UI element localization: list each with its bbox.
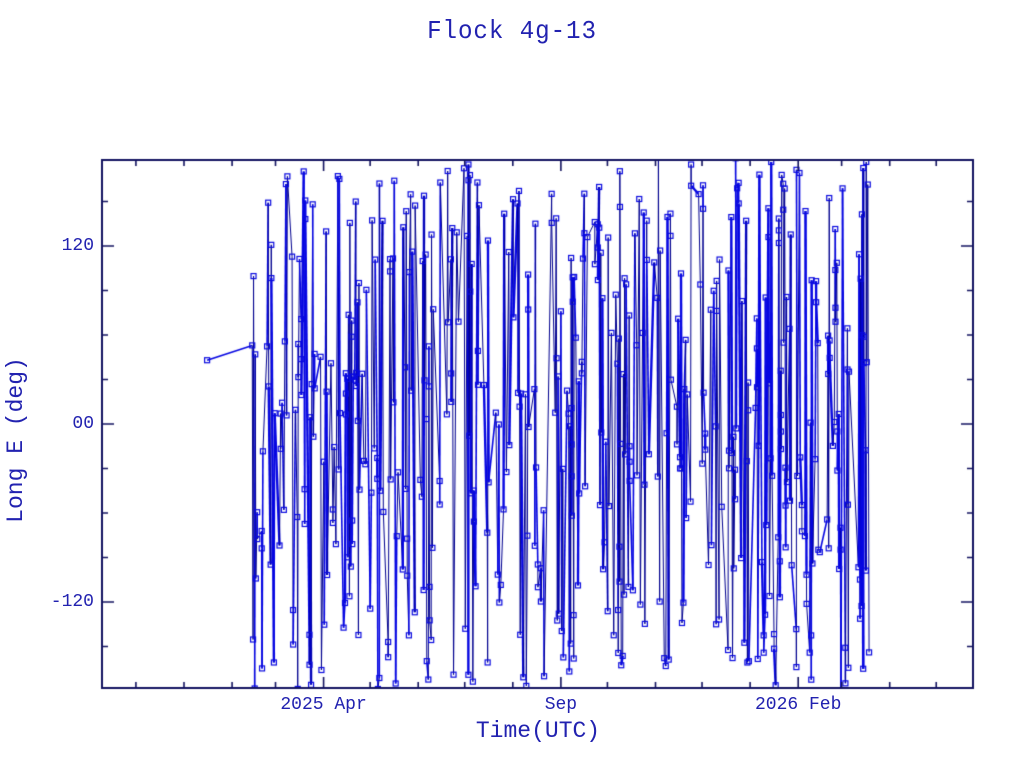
x-axis-title: Time(UTC) (475, 718, 601, 744)
x-tick-label: Sep (544, 695, 578, 715)
y-tick-label: -120 (50, 591, 94, 612)
chart-title: Flock 4g-13 (427, 16, 597, 46)
y-tick-label: 00 (72, 414, 94, 434)
x-tick-label: 2025 Apr (280, 695, 367, 715)
y-tick-label: 120 (61, 236, 94, 256)
y-axis-title: Long E (deg) (3, 357, 29, 523)
x-tick-label: 2026 Feb (754, 695, 842, 715)
